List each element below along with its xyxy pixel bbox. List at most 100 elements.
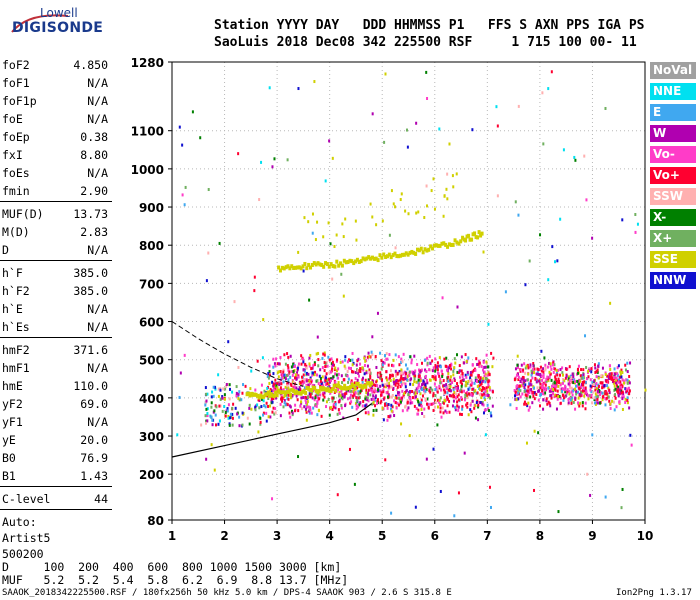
echo-point — [624, 397, 627, 401]
echo-point — [302, 360, 305, 364]
echo-point — [293, 386, 296, 390]
panel-separator — [0, 337, 112, 338]
echo-point — [432, 394, 435, 398]
echo-point — [337, 376, 340, 380]
echo-point — [386, 395, 389, 399]
echo-point — [366, 392, 369, 396]
noise-point — [258, 198, 261, 202]
echo-point — [246, 416, 249, 420]
param-name: D — [2, 243, 9, 257]
echo-point — [468, 379, 471, 383]
trace-point — [331, 387, 335, 392]
param-value: 110.0 — [73, 379, 108, 393]
echo-point — [557, 381, 560, 385]
echo-point — [515, 373, 518, 377]
echo-point — [434, 369, 437, 373]
echo-point — [566, 391, 569, 395]
echo-point — [268, 404, 271, 408]
noise-point — [235, 391, 238, 395]
echo-point — [318, 397, 321, 401]
echo-point — [262, 413, 265, 417]
noise-point — [408, 434, 411, 438]
echo-point — [242, 383, 245, 387]
echo-point — [466, 405, 469, 409]
echo-point — [474, 389, 477, 393]
trace-point — [480, 231, 484, 236]
echo-point — [417, 408, 420, 412]
echo-point — [231, 416, 234, 420]
trace-point — [301, 389, 305, 394]
echo-point — [582, 389, 585, 393]
echo-point — [590, 393, 593, 397]
echo-point — [410, 361, 413, 365]
echo-point — [469, 403, 472, 407]
echo-point — [324, 379, 327, 383]
echo-point — [265, 411, 268, 415]
echo-point — [428, 389, 431, 393]
trace-point — [381, 219, 384, 223]
echo-point — [570, 386, 573, 390]
echo-point — [531, 370, 534, 374]
echo-point — [539, 393, 542, 397]
echo-point — [541, 382, 544, 386]
echo-point — [626, 396, 629, 400]
echo-point — [451, 404, 454, 408]
echo-point — [514, 391, 517, 395]
noise-point — [609, 301, 612, 305]
echo-point — [392, 380, 395, 384]
echo-point — [428, 354, 431, 358]
echo-point — [448, 394, 451, 398]
echo-point — [436, 398, 439, 402]
echo-point — [363, 363, 366, 367]
echo-point — [325, 405, 328, 409]
echo-point — [421, 383, 424, 387]
echo-point — [286, 364, 289, 368]
echo-point — [404, 382, 407, 386]
echo-point — [614, 396, 617, 400]
echo-point — [460, 373, 463, 377]
echo-point — [293, 376, 296, 380]
echo-point — [564, 376, 567, 380]
echo-point — [544, 368, 547, 372]
echo-point — [443, 391, 446, 395]
echo-point — [359, 389, 362, 393]
echo-point — [280, 394, 283, 398]
echo-point — [309, 378, 312, 382]
echo-point — [448, 399, 451, 403]
echo-point — [283, 399, 286, 403]
echo-point — [455, 387, 458, 391]
echo-point — [386, 383, 389, 387]
param-value: 76.9 — [80, 451, 108, 465]
echo-point — [610, 372, 613, 376]
echo-point — [445, 368, 448, 372]
echo-point — [470, 393, 473, 397]
echo-point — [375, 408, 378, 412]
echo-point — [550, 378, 553, 382]
echo-point — [259, 422, 262, 426]
trace-point — [290, 387, 294, 392]
echo-point — [283, 375, 286, 379]
echo-point — [372, 394, 375, 398]
echo-point — [359, 367, 362, 371]
trace-point — [375, 223, 378, 227]
echo-point — [377, 373, 380, 377]
trace-point — [283, 390, 287, 395]
trace-point — [464, 238, 468, 243]
echo-point — [548, 361, 551, 365]
echo-point — [376, 399, 379, 403]
echo-point — [442, 379, 445, 383]
echo-point — [210, 395, 213, 399]
trace-point — [295, 265, 299, 270]
trace-point — [296, 390, 300, 395]
trace-point — [408, 250, 412, 255]
echo-point — [322, 393, 325, 397]
echo-point — [269, 388, 272, 392]
trace-point — [307, 262, 311, 267]
echo-point — [371, 353, 374, 357]
echo-point — [572, 389, 575, 393]
echo-point — [394, 369, 397, 373]
echo-point — [491, 404, 494, 408]
echo-point — [544, 388, 547, 392]
echo-point — [271, 380, 274, 384]
echo-point — [406, 398, 409, 402]
